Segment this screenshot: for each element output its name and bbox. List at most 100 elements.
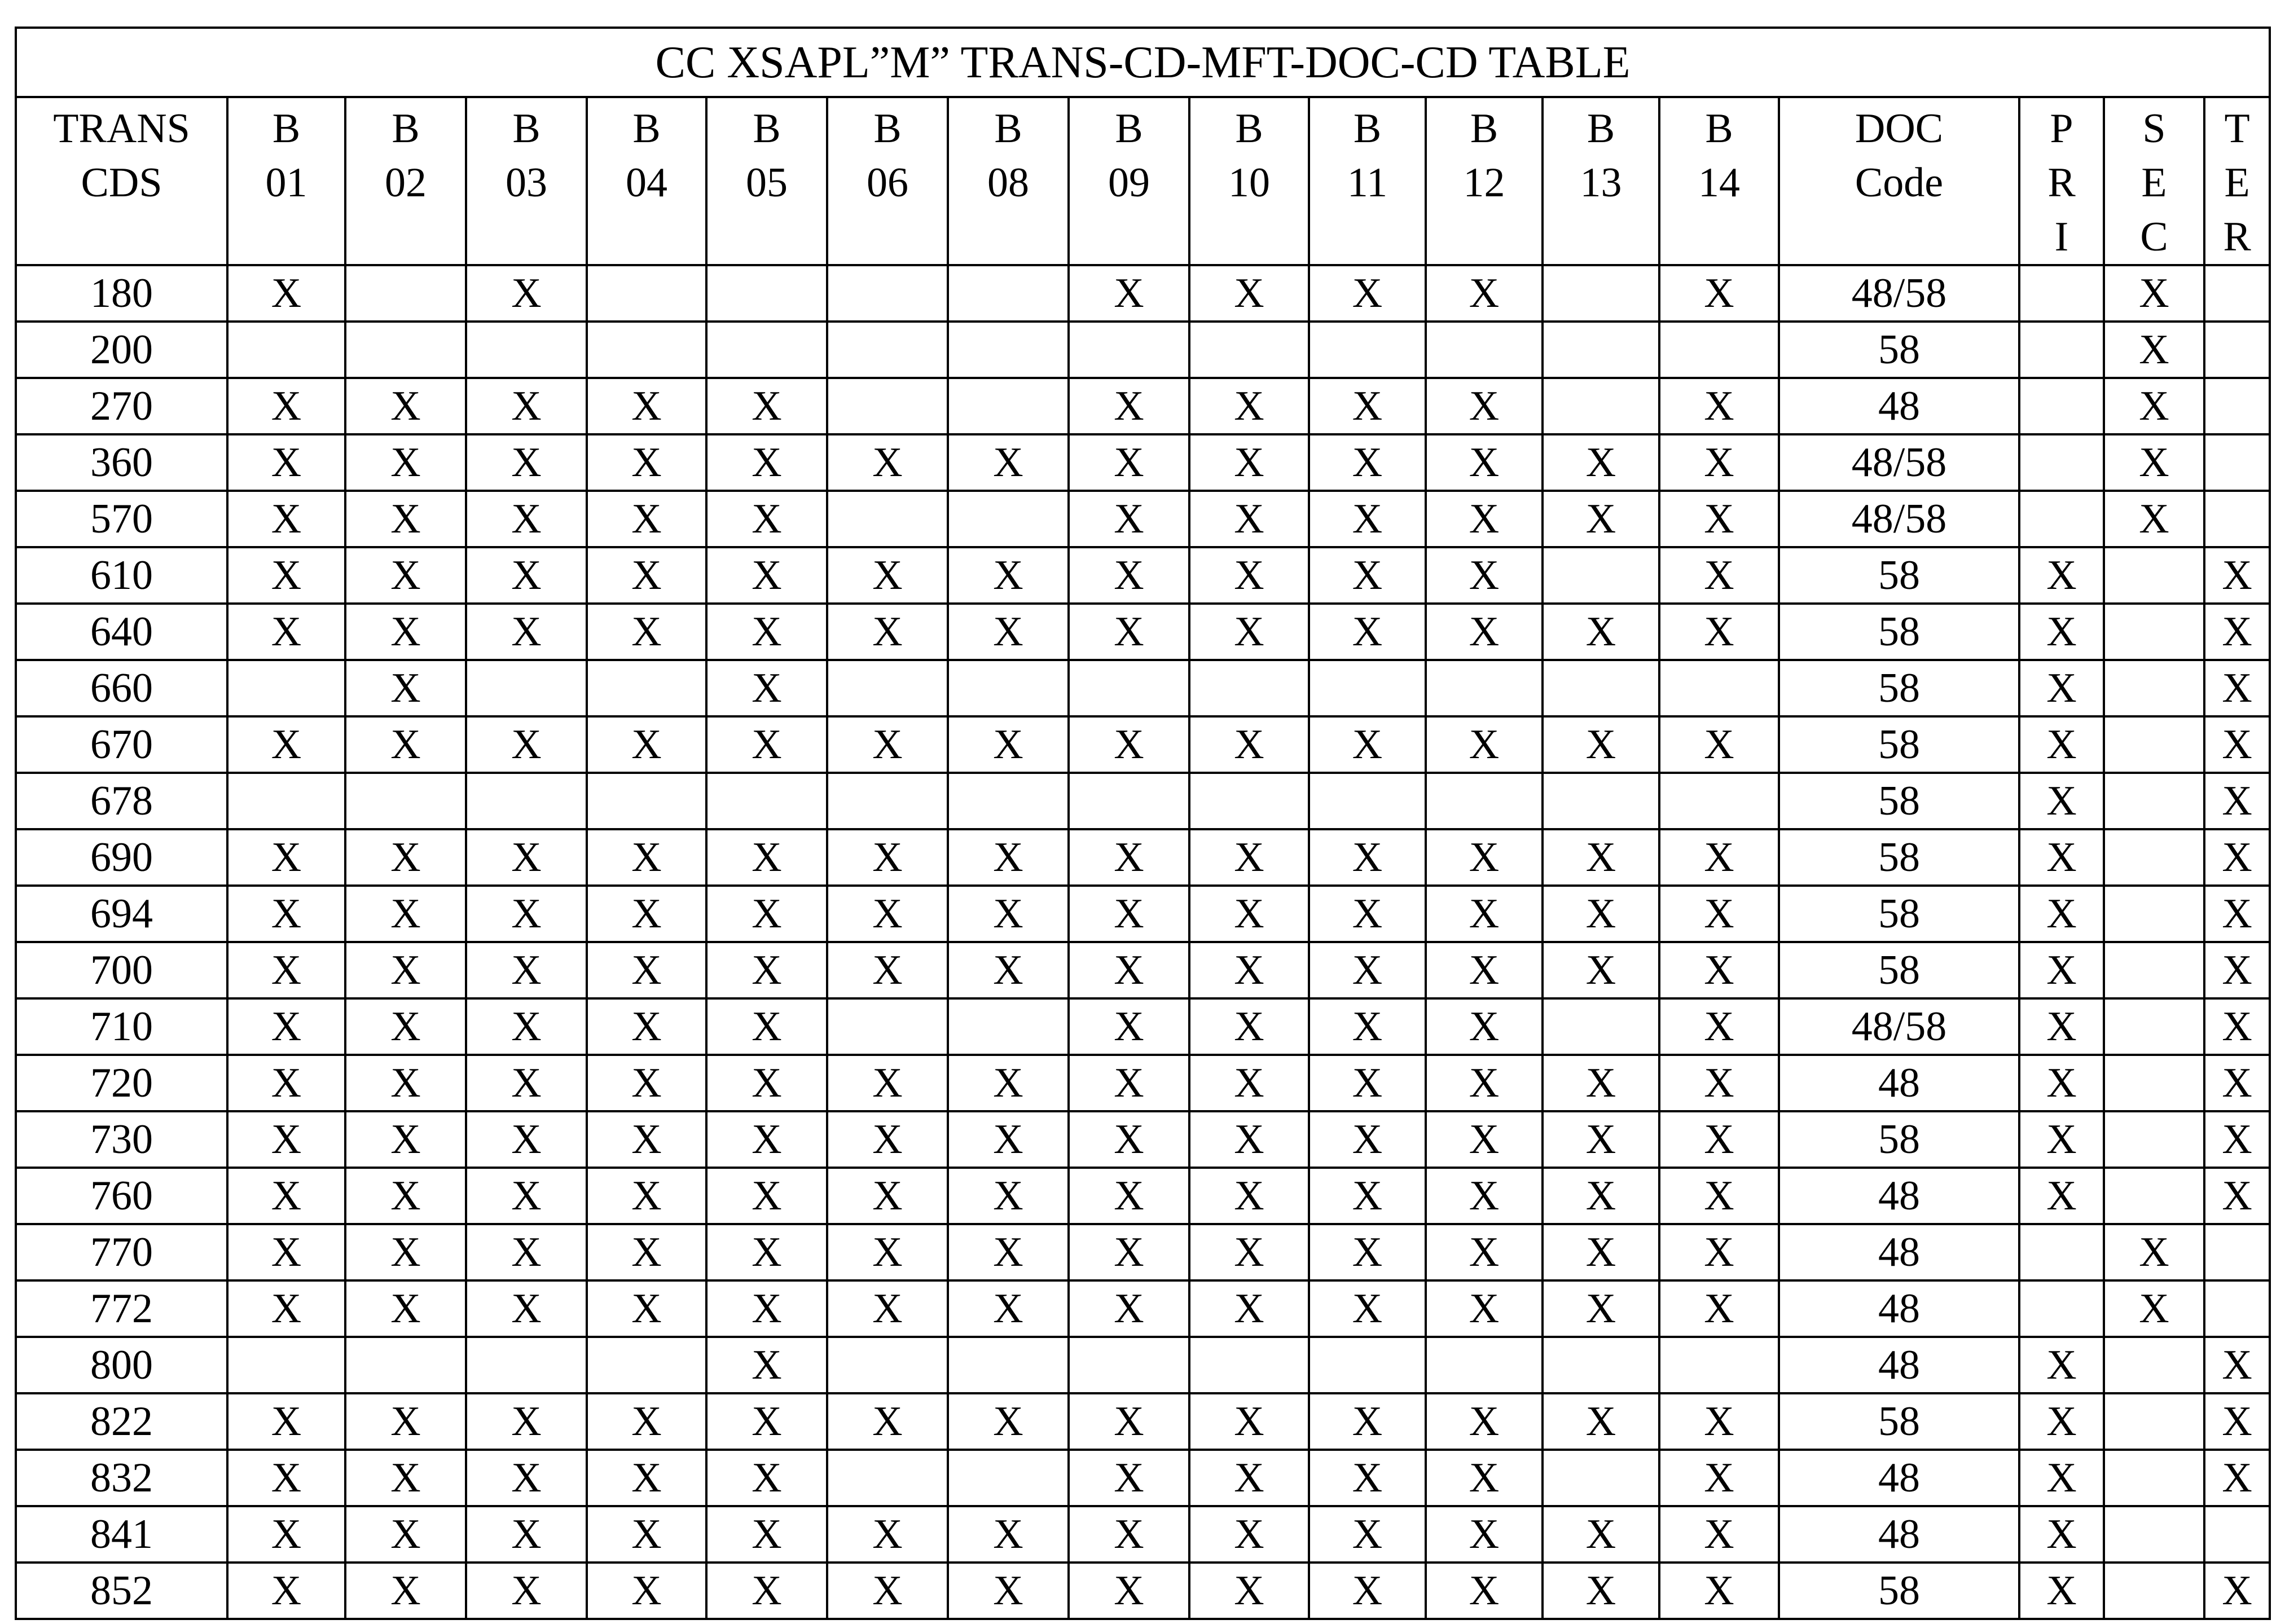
mark-cell: X [1308, 1054, 1427, 1112]
table-title: CC XSAPL”M” TRANS-CD-MFT-DOC-CD TABLE [14, 27, 2271, 98]
mark-cell: X [2018, 1449, 2105, 1507]
column-header-line: B [632, 105, 661, 152]
mark-cell: X [2018, 1167, 2105, 1225]
mark-cell [2103, 1392, 2205, 1451]
mark-cell: X [226, 1223, 346, 1282]
column-header-line: 03 [506, 160, 547, 206]
mark-cell: X [2203, 1561, 2271, 1620]
trans-code-cell: 570 [15, 490, 228, 548]
mark-cell: X [947, 1392, 1070, 1451]
mark-cell: X [947, 1279, 1070, 1338]
mark-cell: X [344, 1279, 467, 1338]
column-header-line: 11 [1347, 160, 1388, 206]
mark-cell: X [465, 1392, 588, 1451]
mark-cell: X [1541, 1223, 1660, 1282]
mark-cell [2018, 264, 2105, 323]
doc-code-cell: 58 [1778, 884, 2020, 943]
mark-cell [2103, 1167, 2205, 1225]
doc-code-cell: 58 [1778, 546, 2020, 605]
mark-cell: X [826, 1561, 949, 1620]
mark-cell: X [2203, 1336, 2271, 1394]
mark-cell: X [1308, 1392, 1427, 1451]
column-header: B 01 [226, 96, 346, 266]
mark-cell: X [1067, 1054, 1190, 1112]
doc-code-cell: 48 [1778, 1279, 2020, 1338]
doc-code-cell: 48/58 [1778, 997, 2020, 1056]
mark-cell: X [1425, 1392, 1544, 1451]
mark-cell: X [1541, 715, 1660, 774]
mark-cell: X [947, 1505, 1070, 1564]
mark-cell: X [344, 602, 467, 661]
column-header: B 08 [947, 96, 1070, 266]
mark-cell: X [1067, 1561, 1190, 1620]
mark-cell: X [1308, 602, 1427, 661]
mark-cell: X [226, 1505, 346, 1564]
trans-code-cell: 772 [15, 1279, 228, 1338]
mark-cell [344, 772, 467, 830]
mark-cell [1067, 772, 1190, 830]
mark-cell: X [705, 1561, 828, 1620]
mark-cell: X [2018, 1392, 2105, 1451]
mark-cell: X [1658, 1561, 1780, 1620]
table-row: 690 X X X X X X X X X X X X X 58 X X [15, 828, 2271, 887]
mark-cell: X [1067, 941, 1190, 1000]
mark-cell: X [1658, 941, 1780, 1000]
mark-cell: X [344, 433, 467, 492]
mark-cell: X [1425, 1110, 1544, 1169]
doc-code-cell: 58 [1778, 941, 2020, 1000]
table-row: 800 X 48 X X [15, 1336, 2271, 1394]
table-row: 700 X X X X X X X X X X X X X 58 X X [15, 941, 2271, 1000]
mark-cell [1658, 659, 1780, 718]
mark-cell: X [344, 1054, 467, 1112]
mark-cell [947, 490, 1070, 548]
mark-cell: X [2018, 772, 2105, 830]
mark-cell: X [586, 1561, 708, 1620]
mark-cell: X [2018, 546, 2105, 605]
mark-cell: X [465, 1110, 588, 1169]
mark-cell: X [226, 884, 346, 943]
column-header: B 13 [1541, 96, 1660, 266]
mark-cell: X [1188, 1449, 1310, 1507]
column-header: B 03 [465, 96, 588, 266]
trans-code-cell: 270 [15, 377, 228, 435]
mark-cell: X [1425, 264, 1544, 323]
column-header: B 11 [1308, 96, 1427, 266]
mark-cell: X [1658, 715, 1780, 774]
mark-cell: X [1658, 546, 1780, 605]
mark-cell: X [344, 1561, 467, 1620]
mark-cell: X [226, 1167, 346, 1225]
mark-cell: X [344, 884, 467, 943]
doc-code-cell: 48 [1778, 1223, 2020, 1282]
mark-cell [465, 772, 588, 830]
mark-cell: X [344, 941, 467, 1000]
mark-cell: X [826, 433, 949, 492]
mark-cell: X [2203, 715, 2271, 774]
mark-cell: X [1425, 546, 1544, 605]
mark-cell: X [344, 1167, 467, 1225]
mark-cell [1425, 772, 1544, 830]
mark-cell: X [1067, 1279, 1190, 1338]
trans-code-cell: 660 [15, 659, 228, 718]
column-header-line: P [2050, 105, 2073, 152]
mark-cell: X [2018, 997, 2105, 1056]
table-row: 760 X X X X X X X X X X X X X 48 X X [15, 1167, 2271, 1225]
mark-cell: X [2203, 546, 2271, 605]
mark-cell [1541, 320, 1660, 379]
column-header: B 06 [826, 96, 949, 266]
trans-code-cell: 720 [15, 1054, 228, 1112]
column-header-line: 05 [746, 160, 788, 206]
mark-cell [2103, 602, 2205, 661]
mark-cell [2018, 377, 2105, 435]
mark-cell [465, 320, 588, 379]
mark-cell: X [465, 1167, 588, 1225]
mark-cell [1658, 772, 1780, 830]
mark-cell: X [2103, 377, 2205, 435]
doc-code-cell: 48 [1778, 1449, 2020, 1507]
mark-cell: X [1658, 264, 1780, 323]
mark-cell: X [1067, 1392, 1190, 1451]
mark-cell [1541, 264, 1660, 323]
mark-cell: X [2018, 715, 2105, 774]
mark-cell: X [586, 997, 708, 1056]
mark-cell: X [1188, 715, 1310, 774]
mark-cell: X [826, 941, 949, 1000]
